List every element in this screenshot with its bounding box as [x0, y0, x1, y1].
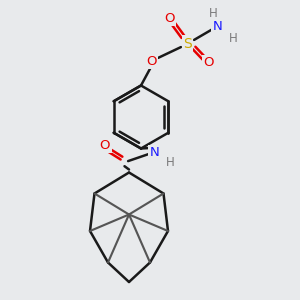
- Text: N: N: [213, 20, 222, 34]
- Text: H: H: [166, 156, 175, 169]
- Text: O: O: [146, 55, 157, 68]
- Text: S: S: [183, 37, 192, 50]
- Text: H: H: [229, 32, 238, 45]
- Text: O: O: [164, 11, 175, 25]
- Text: N: N: [150, 146, 159, 159]
- Text: O: O: [203, 56, 214, 70]
- Text: H: H: [208, 7, 217, 20]
- Text: O: O: [100, 139, 110, 152]
